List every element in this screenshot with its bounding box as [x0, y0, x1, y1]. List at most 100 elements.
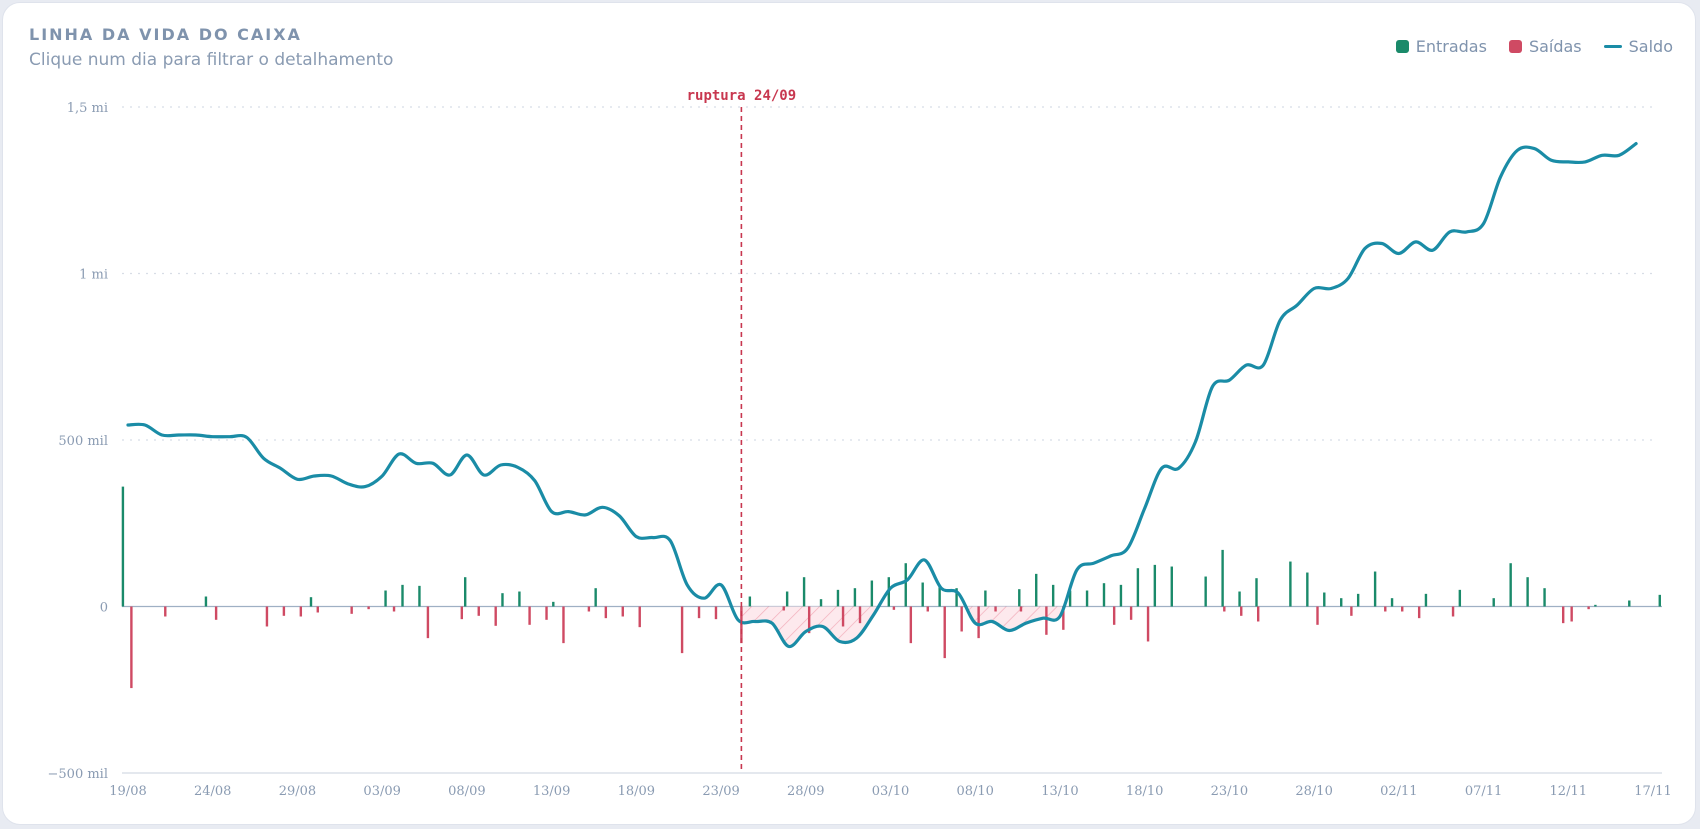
- outflow-bar[interactable]: [943, 606, 946, 659]
- inflow-bar[interactable]: [802, 577, 806, 607]
- inflow-bar[interactable]: [1390, 598, 1394, 607]
- outflow-bar[interactable]: [1240, 606, 1243, 616]
- outflow-bar[interactable]: [1384, 606, 1387, 612]
- outflow-bar[interactable]: [562, 606, 565, 644]
- legend-item-balance[interactable]: Saldo: [1603, 37, 1673, 56]
- outflow-bar[interactable]: [926, 606, 929, 612]
- inflow-bar[interactable]: [1424, 593, 1428, 607]
- inflow-bar[interactable]: [870, 580, 874, 607]
- outflow-bar[interactable]: [350, 606, 353, 614]
- inflow-bar[interactable]: [418, 585, 421, 607]
- inflow-bar[interactable]: [552, 601, 555, 607]
- inflow-bar[interactable]: [1289, 561, 1292, 607]
- outflow-bar[interactable]: [1350, 606, 1353, 616]
- outflow-bar[interactable]: [1451, 606, 1455, 617]
- inflow-bar[interactable]: [1051, 584, 1055, 607]
- outflow-bar[interactable]: [1223, 606, 1226, 612]
- inflow-bar[interactable]: [819, 599, 823, 607]
- inflow-bar[interactable]: [518, 591, 521, 607]
- outflow-bar[interactable]: [392, 606, 396, 612]
- outflow-bar[interactable]: [299, 606, 303, 617]
- outflow-bar[interactable]: [892, 606, 896, 610]
- outflow-bar[interactable]: [1561, 606, 1565, 624]
- inflow-bar[interactable]: [309, 597, 313, 607]
- outflow-bar[interactable]: [977, 606, 980, 639]
- inflow-bar[interactable]: [785, 591, 789, 607]
- inflow-bar[interactable]: [1255, 578, 1258, 607]
- outflow-bar[interactable]: [367, 606, 370, 610]
- inflow-bar[interactable]: [1594, 604, 1597, 607]
- inflow-bar[interactable]: [853, 588, 857, 607]
- inflow-bar[interactable]: [1628, 600, 1631, 607]
- inflow-bar[interactable]: [1170, 566, 1173, 607]
- inflow-bar[interactable]: [1068, 590, 1072, 607]
- flow-bars[interactable]: [121, 486, 1661, 689]
- inflow-bar[interactable]: [1085, 590, 1089, 607]
- outflow-bar[interactable]: [214, 606, 218, 620]
- outflow-bar[interactable]: [638, 606, 641, 628]
- inflow-bar[interactable]: [1543, 588, 1546, 607]
- outflow-bar[interactable]: [164, 606, 167, 617]
- inflow-bar[interactable]: [938, 587, 941, 607]
- inflow-bar[interactable]: [463, 577, 467, 607]
- legend-item-inflow[interactable]: Entradas: [1395, 37, 1487, 56]
- inflow-bar[interactable]: [836, 589, 840, 607]
- inflow-bar[interactable]: [204, 596, 208, 607]
- outflow-bar[interactable]: [587, 606, 591, 612]
- inflow-bar[interactable]: [1238, 591, 1241, 607]
- outflow-bar[interactable]: [130, 606, 133, 689]
- inflow-bar[interactable]: [904, 563, 907, 607]
- inflow-bar[interactable]: [1306, 572, 1309, 607]
- outflow-bar[interactable]: [994, 606, 997, 612]
- inflow-bar[interactable]: [1136, 568, 1140, 607]
- outflow-bar[interactable]: [1417, 606, 1421, 619]
- outflow-bar[interactable]: [841, 606, 845, 627]
- outflow-bar[interactable]: [316, 606, 319, 613]
- outflow-bar[interactable]: [1401, 606, 1404, 612]
- inflow-bar[interactable]: [1458, 589, 1462, 607]
- outflow-bar[interactable]: [545, 606, 548, 620]
- inflow-bar[interactable]: [594, 588, 597, 607]
- outflow-bar[interactable]: [697, 606, 701, 619]
- outflow-bar[interactable]: [960, 606, 963, 632]
- inflow-bar[interactable]: [1119, 584, 1123, 607]
- outflow-bar[interactable]: [1112, 606, 1116, 625]
- inflow-bar[interactable]: [1356, 593, 1360, 607]
- inflow-bar[interactable]: [921, 582, 924, 607]
- outflow-bar[interactable]: [460, 606, 464, 620]
- outflow-bar[interactable]: [621, 606, 624, 617]
- inflow-bar[interactable]: [1509, 563, 1512, 607]
- inflow-bar[interactable]: [955, 588, 958, 607]
- outflow-bar[interactable]: [1062, 606, 1065, 630]
- outflow-bar[interactable]: [1045, 606, 1048, 635]
- outflow-bar[interactable]: [807, 606, 811, 634]
- inflow-bar[interactable]: [1204, 576, 1207, 607]
- outflow-bar[interactable]: [426, 606, 430, 639]
- outflow-bar[interactable]: [714, 606, 718, 620]
- outflow-bar[interactable]: [1146, 606, 1150, 642]
- inflow-bar[interactable]: [1035, 573, 1038, 607]
- inflow-bar[interactable]: [121, 486, 125, 607]
- inflow-bar[interactable]: [501, 593, 504, 607]
- outflow-bar[interactable]: [1570, 606, 1573, 622]
- inflow-bar[interactable]: [748, 596, 752, 607]
- inflow-bar[interactable]: [1526, 577, 1529, 607]
- inflow-bar[interactable]: [1102, 583, 1106, 607]
- outflow-bar[interactable]: [1256, 606, 1260, 622]
- outflow-bar[interactable]: [477, 606, 480, 616]
- inflow-bar[interactable]: [1492, 598, 1495, 607]
- inflow-bar[interactable]: [1340, 598, 1343, 607]
- inflow-bar[interactable]: [1018, 589, 1021, 607]
- outflow-bar[interactable]: [1316, 606, 1319, 625]
- outflow-bar[interactable]: [1587, 606, 1590, 610]
- outflow-bar[interactable]: [282, 606, 286, 616]
- inflow-bar[interactable]: [1153, 564, 1157, 607]
- inflow-bar[interactable]: [1373, 571, 1377, 607]
- inflow-bar[interactable]: [384, 590, 387, 607]
- inflow-bar[interactable]: [1221, 549, 1224, 607]
- outflow-bar[interactable]: [494, 606, 497, 626]
- outflow-bar[interactable]: [680, 606, 684, 654]
- outflow-bar[interactable]: [909, 606, 913, 644]
- inflow-bar[interactable]: [1323, 592, 1326, 607]
